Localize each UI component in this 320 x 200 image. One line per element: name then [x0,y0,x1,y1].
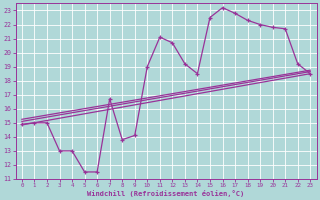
X-axis label: Windchill (Refroidissement éolien,°C): Windchill (Refroidissement éolien,°C) [87,190,245,197]
